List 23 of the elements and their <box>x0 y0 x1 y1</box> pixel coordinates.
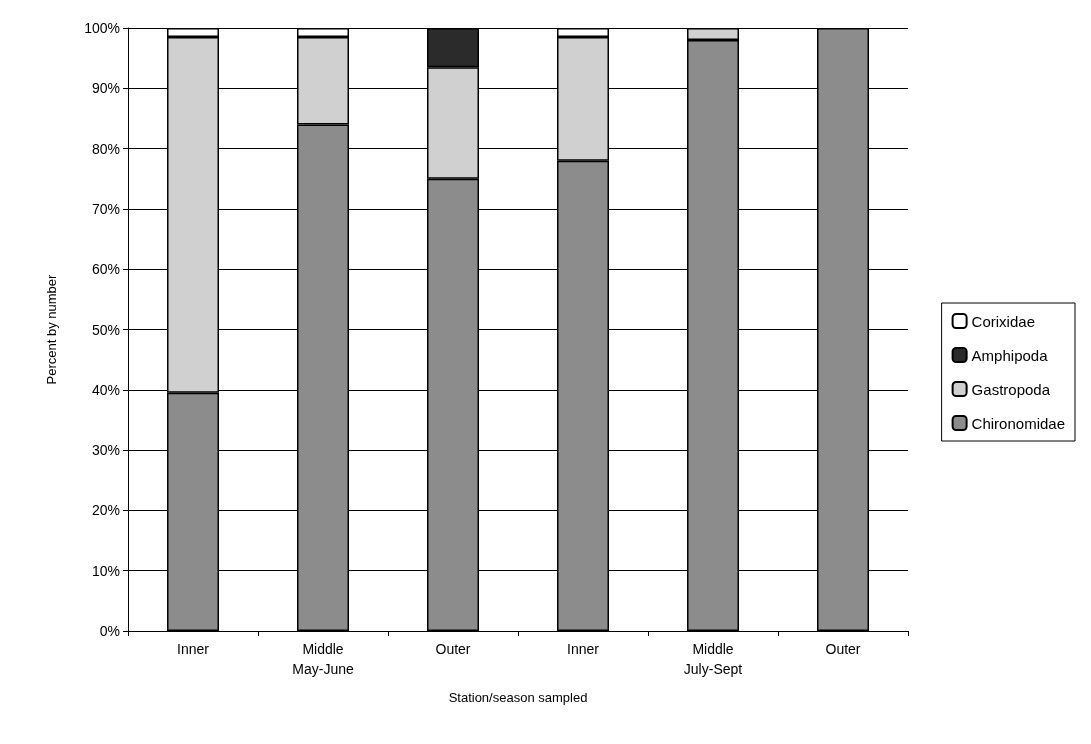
y-tick-label: 80% <box>91 140 120 157</box>
y-tick-label: 70% <box>91 200 120 217</box>
y-axis-title: Percent by number <box>44 273 59 385</box>
legend-label: Corixidae <box>971 312 1035 330</box>
y-tick-label: 0% <box>99 623 120 639</box>
y-tick-label: 20% <box>91 502 120 519</box>
y-tick-label: 50% <box>91 321 120 338</box>
y-tick-label: 60% <box>91 261 120 278</box>
legend-label: Chironomidae <box>971 414 1066 432</box>
x-tick-label: Middle May-June <box>292 641 354 677</box>
x-tick-label: Inner <box>177 641 210 657</box>
y-tick-label: 40% <box>91 381 120 398</box>
x-tick-label: Inner <box>567 641 600 657</box>
x-axis-title: Station/season sampled <box>448 690 588 705</box>
y-tick-label: 90% <box>91 80 120 97</box>
y-tick-label: 10% <box>91 562 120 579</box>
legend-label: Amphipoda <box>971 346 1049 364</box>
x-tick-label: Middle July-Sept <box>683 641 743 677</box>
x-tick-label: Outer <box>435 641 471 657</box>
x-tick-label: Outer <box>825 641 861 657</box>
y-tick-label: 100% <box>84 20 120 36</box>
y-tick-label: 30% <box>91 442 120 459</box>
legend-label: Gastropoda <box>971 380 1051 398</box>
